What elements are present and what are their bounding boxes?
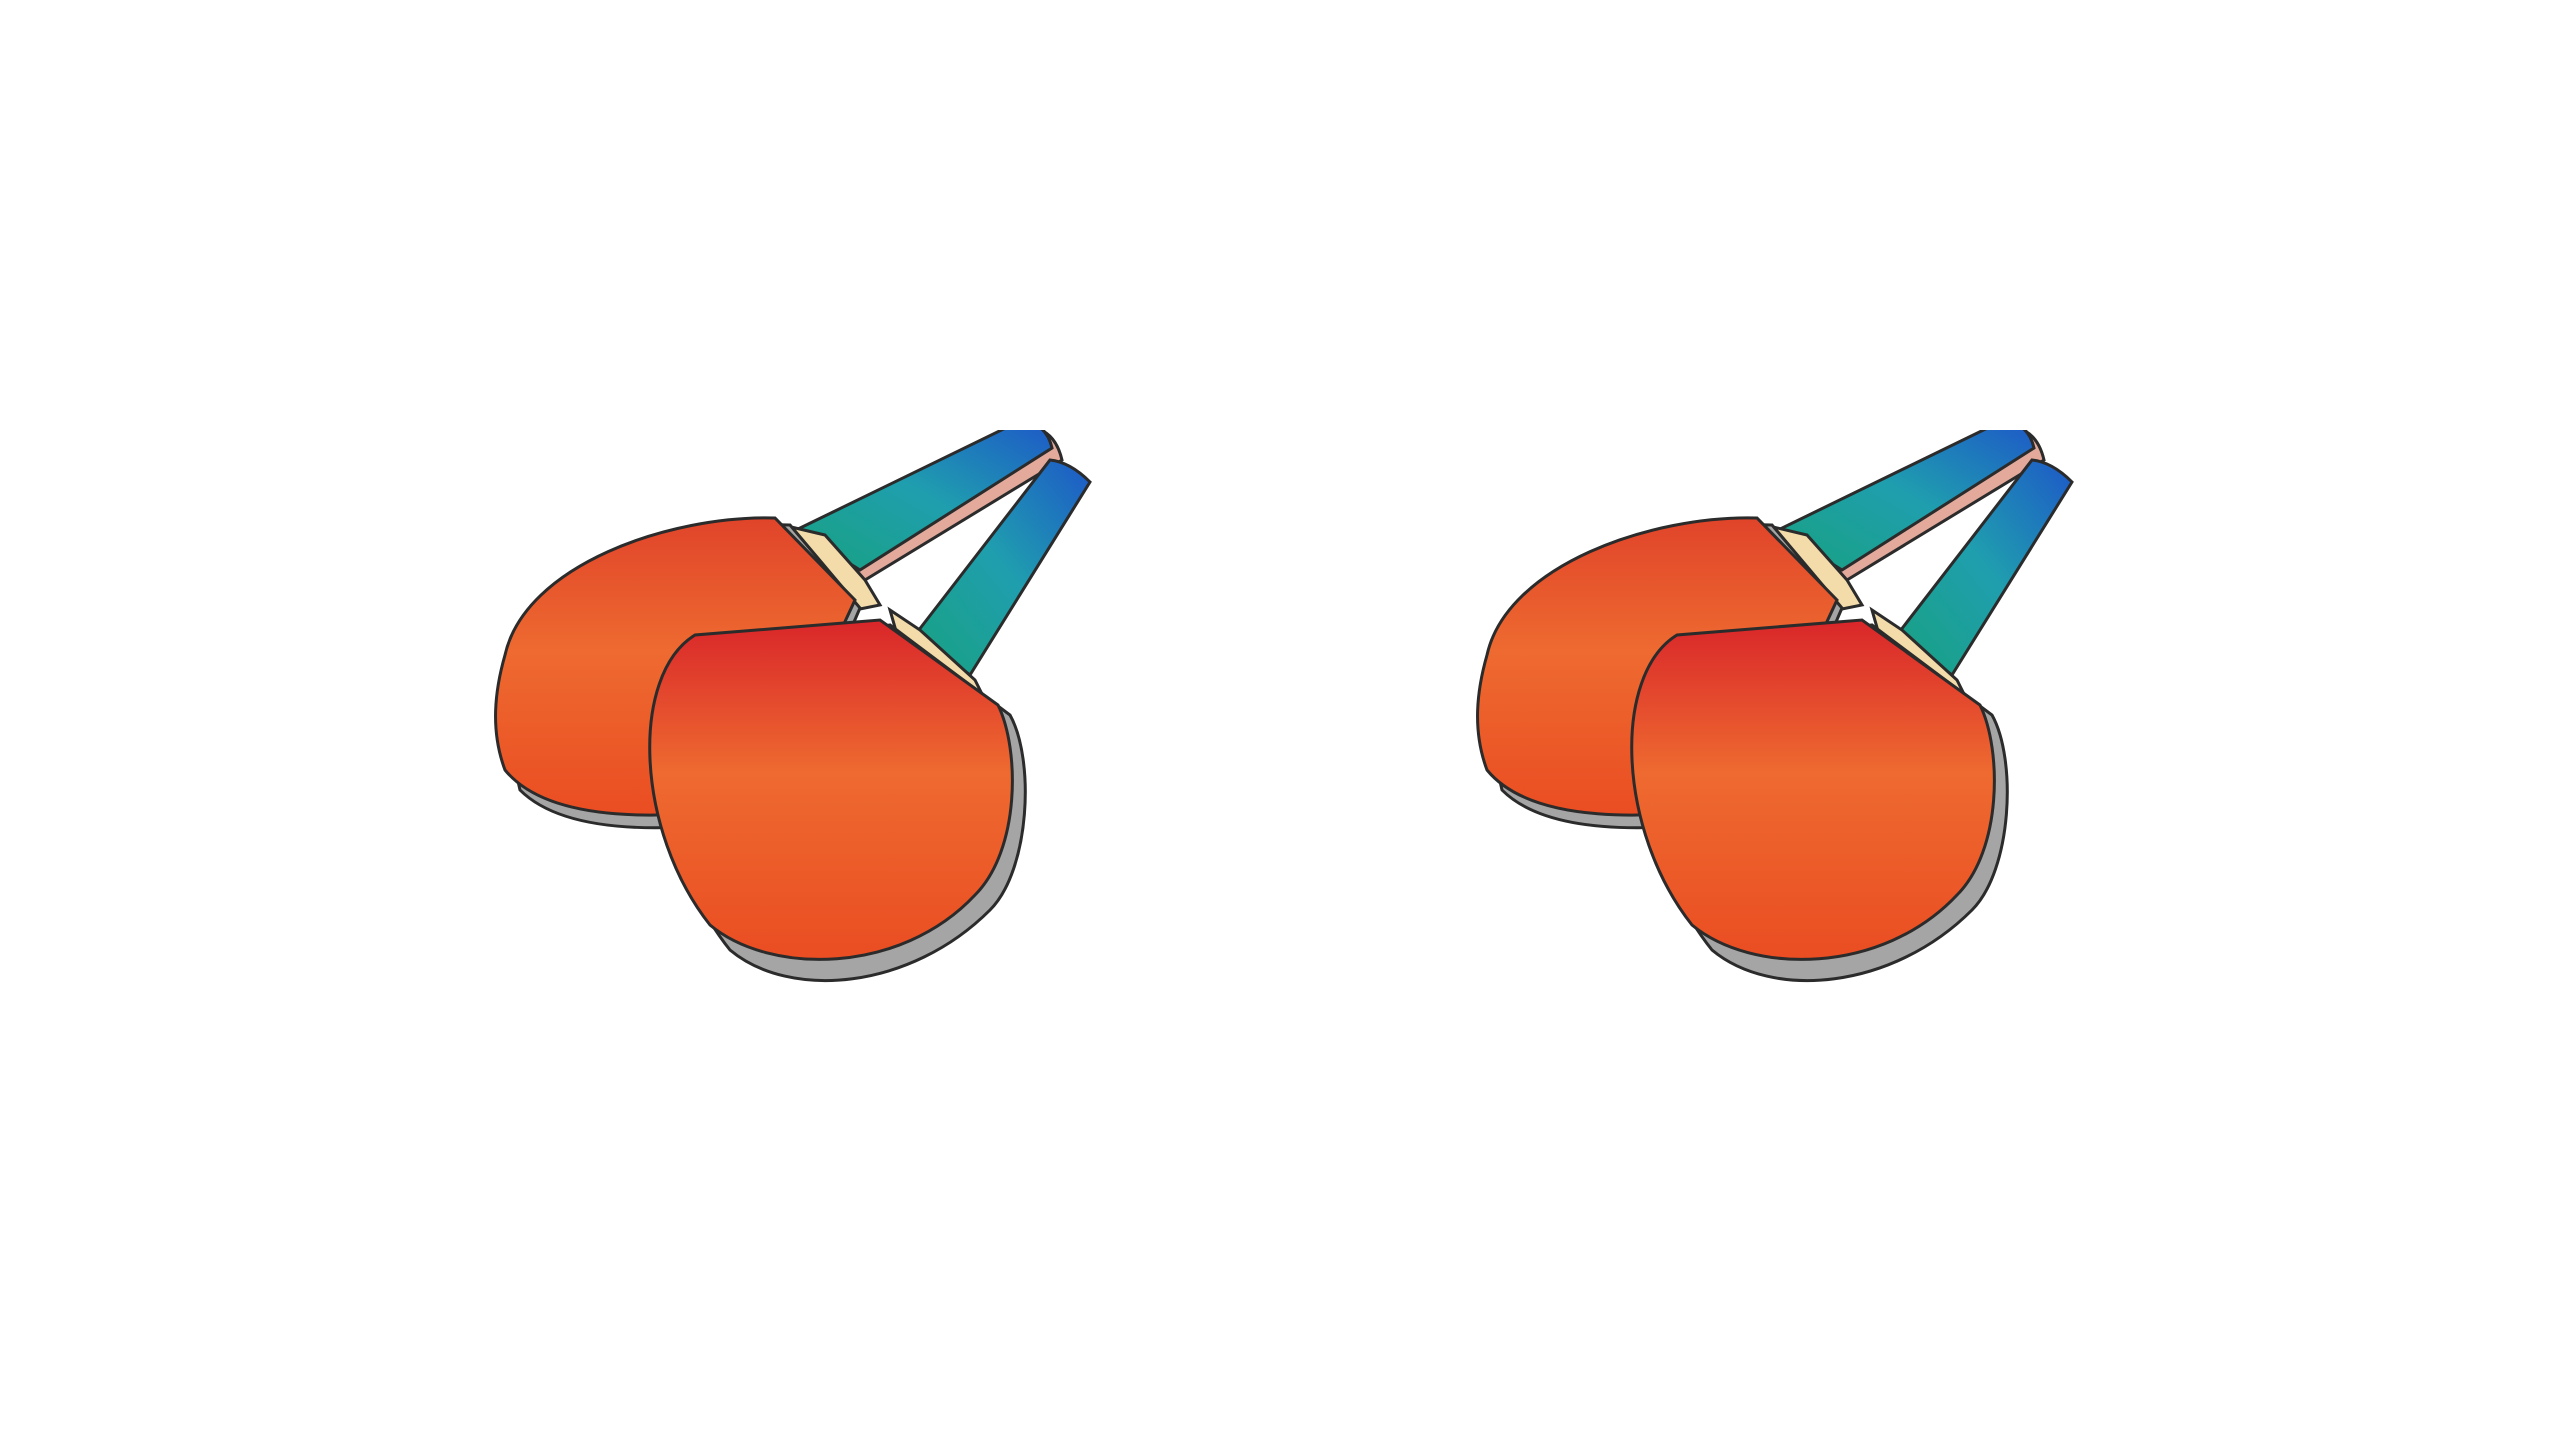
front-paddle xyxy=(648,458,1092,983)
paddle-pair-right xyxy=(1452,430,2152,1030)
ping-pong-paddles-icon xyxy=(494,430,1092,983)
paddle-pair-left xyxy=(470,430,1170,1030)
ping-pong-paddles-icon xyxy=(1476,430,2074,983)
front-paddle xyxy=(1630,458,2074,983)
